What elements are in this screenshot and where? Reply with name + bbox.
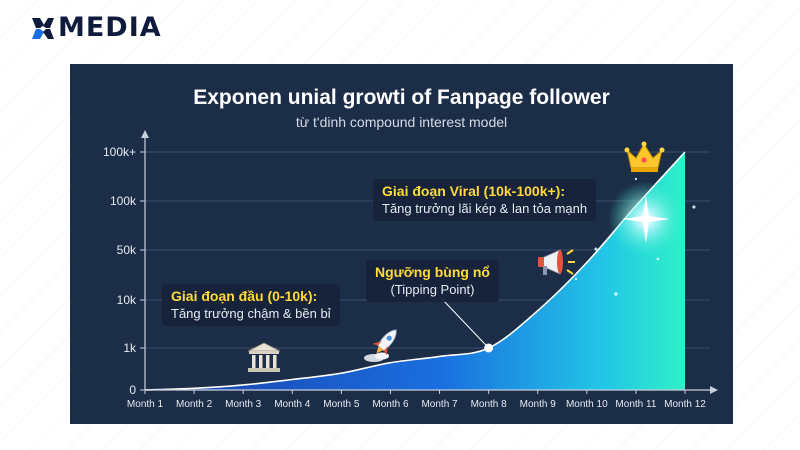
rocket-icon: [364, 329, 397, 362]
axes: [141, 130, 718, 394]
annotation-tipping-title: Ngưỡng bùng nổ: [375, 264, 490, 280]
x-tick-label: Month 5: [323, 399, 360, 410]
annotation-early-text: Tăng trưởng chậm & bền bỉ: [171, 306, 331, 321]
crown-icon: [624, 141, 665, 172]
x-tick-label: Month 8: [471, 399, 508, 410]
sparkle-dot: [634, 177, 638, 181]
annotation-early-title: Giai đoạn đầu (0-10k):: [171, 288, 318, 304]
y-tick-label: 100k+: [103, 145, 136, 159]
x-tick-label: Month 7: [421, 399, 458, 410]
sparkle-dot: [574, 277, 578, 281]
x-tick-label: Month 10: [566, 399, 608, 410]
x-tick-label: Month 3: [225, 399, 262, 410]
tipping-point-leader: [441, 298, 489, 349]
x-tick-label: Month 1: [127, 399, 164, 410]
x-tick-label: Month 6: [372, 399, 409, 410]
y-tick-label: 50k: [117, 243, 137, 257]
sparkle-dot: [692, 205, 696, 209]
y-tick-label: 0: [129, 383, 136, 397]
bank-icon: [247, 342, 281, 372]
y-axis-arrow: [141, 130, 149, 138]
annotation-tipping-point: Ngưỡng bùng nổ (Tipping Point): [366, 260, 499, 302]
y-axis-ticks: 0 1k 10k 50k 100k 100k+: [103, 145, 145, 397]
sparkle-dot: [656, 257, 660, 261]
chart-title: Exponen unial growti of Fanpage follower: [193, 86, 610, 109]
y-tick-label: 10k: [117, 293, 137, 307]
annotation-viral-title: Giai đoạn Viral (10k-100k+):: [382, 183, 565, 199]
growth-curve-line: [144, 151, 686, 391]
x-axis-arrow: [710, 386, 718, 394]
tipping-point-marker: [484, 343, 494, 353]
x-tick-label: Month 12: [664, 399, 706, 410]
sparkle-glow: [574, 177, 696, 296]
sparkle-dot: [614, 292, 618, 296]
sparkle-dot: [594, 247, 598, 251]
brand-name: MEDIA: [58, 12, 162, 43]
sparkle-star: [621, 195, 670, 243]
x-tick-label: Month 9: [520, 399, 557, 410]
chart-panel: 0 1k 10k 50k 100k 100k+ Month 1 Month 2 Month 3…: [70, 64, 733, 424]
growth-chart: 0 1k 10k 50k 100k 100k+ Month 1 Month 2 Month 3…: [103, 130, 718, 410]
x-axis-ticks: Month 1 Month 2 Month 3 Month 4 Month 5 Month…: [127, 390, 706, 410]
brand-logo-icon: [32, 18, 54, 39]
chart-subtitle: từ t'dinh compound interest model: [295, 114, 508, 130]
y-tick-label: 1k: [123, 341, 137, 355]
growth-area: [145, 152, 685, 390]
annotation-tipping-text: (Tipping Point): [390, 282, 475, 297]
y-tick-label: 100k: [110, 194, 137, 208]
annotation-early-stage: Giai đoạn đầu (0-10k): Tăng trưởng chậm …: [162, 284, 340, 326]
brand-logo: MEDIA: [30, 14, 162, 42]
x-tick-label: Month 2: [176, 399, 213, 410]
annotation-viral-stage: Giai đoạn Viral (10k-100k+): Tăng trưởng…: [373, 179, 597, 221]
x-tick-label: Month 4: [274, 399, 311, 410]
x-tick-label: Month 11: [615, 399, 656, 410]
megaphone-icon: [538, 249, 575, 275]
annotation-viral-text: Tăng trưởng lãi kép & lan tỏa mạnh: [382, 201, 588, 216]
